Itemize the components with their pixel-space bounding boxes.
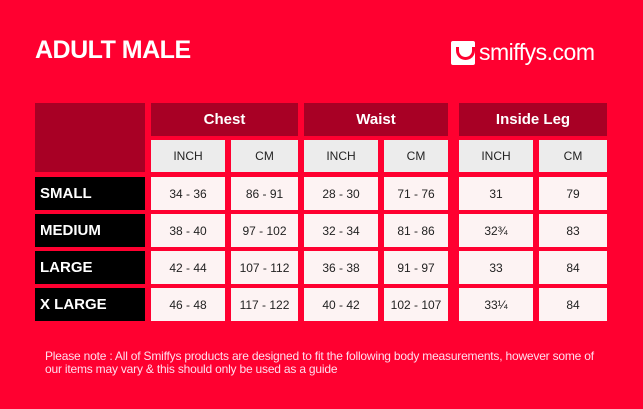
- page-title: ADULT MALE: [35, 36, 191, 64]
- table-cell: 31: [459, 177, 533, 210]
- group-header: Chest: [151, 103, 298, 136]
- table-cell: 97 - 102: [231, 214, 298, 247]
- table-cell: 117 - 122: [231, 288, 298, 321]
- group-header: Inside Leg: [459, 103, 607, 136]
- logo-text: smiffys.com: [479, 39, 595, 65]
- size-label: X LARGE: [35, 288, 145, 321]
- table-cell: 81 - 86: [384, 214, 448, 247]
- table-cell: 40 - 42: [304, 288, 378, 321]
- table-cell: 84: [539, 251, 607, 284]
- unit-header: INCH: [151, 140, 225, 172]
- table-cell: 107 - 112: [231, 251, 298, 284]
- table-cell: 46 - 48: [151, 288, 225, 321]
- smiffys-logo: smiffys.com: [451, 39, 595, 66]
- table-cell: 71 - 76: [384, 177, 448, 210]
- table-cell: 32 - 34: [304, 214, 378, 247]
- size-label: SMALL: [35, 177, 145, 210]
- unit-header: CM: [539, 140, 607, 172]
- smiley-icon: [451, 40, 475, 65]
- table-cell: 36 - 38: [304, 251, 378, 284]
- table-cell: 79: [539, 177, 607, 210]
- unit-header: INCH: [459, 140, 533, 172]
- table-corner: [35, 103, 145, 172]
- unit-header: CM: [231, 140, 298, 172]
- size-label: LARGE: [35, 251, 145, 284]
- table-cell: 84: [539, 288, 607, 321]
- table-cell: 83: [539, 214, 607, 247]
- table-cell: 32¾: [459, 214, 533, 247]
- unit-header: INCH: [304, 140, 378, 172]
- group-header: Waist: [304, 103, 448, 136]
- table-cell: 33: [459, 251, 533, 284]
- table-cell: 42 - 44: [151, 251, 225, 284]
- size-note: Please note : All of Smiffys products ar…: [45, 349, 594, 376]
- table-cell: 102 - 107: [384, 288, 448, 321]
- table-cell: 38 - 40: [151, 214, 225, 247]
- table-cell: 28 - 30: [304, 177, 378, 210]
- unit-header: CM: [384, 140, 448, 172]
- table-cell: 86 - 91: [231, 177, 298, 210]
- table-cell: 34 - 36: [151, 177, 225, 210]
- size-label: MEDIUM: [35, 214, 145, 247]
- table-cell: 33¼: [459, 288, 533, 321]
- table-cell: 91 - 97: [384, 251, 448, 284]
